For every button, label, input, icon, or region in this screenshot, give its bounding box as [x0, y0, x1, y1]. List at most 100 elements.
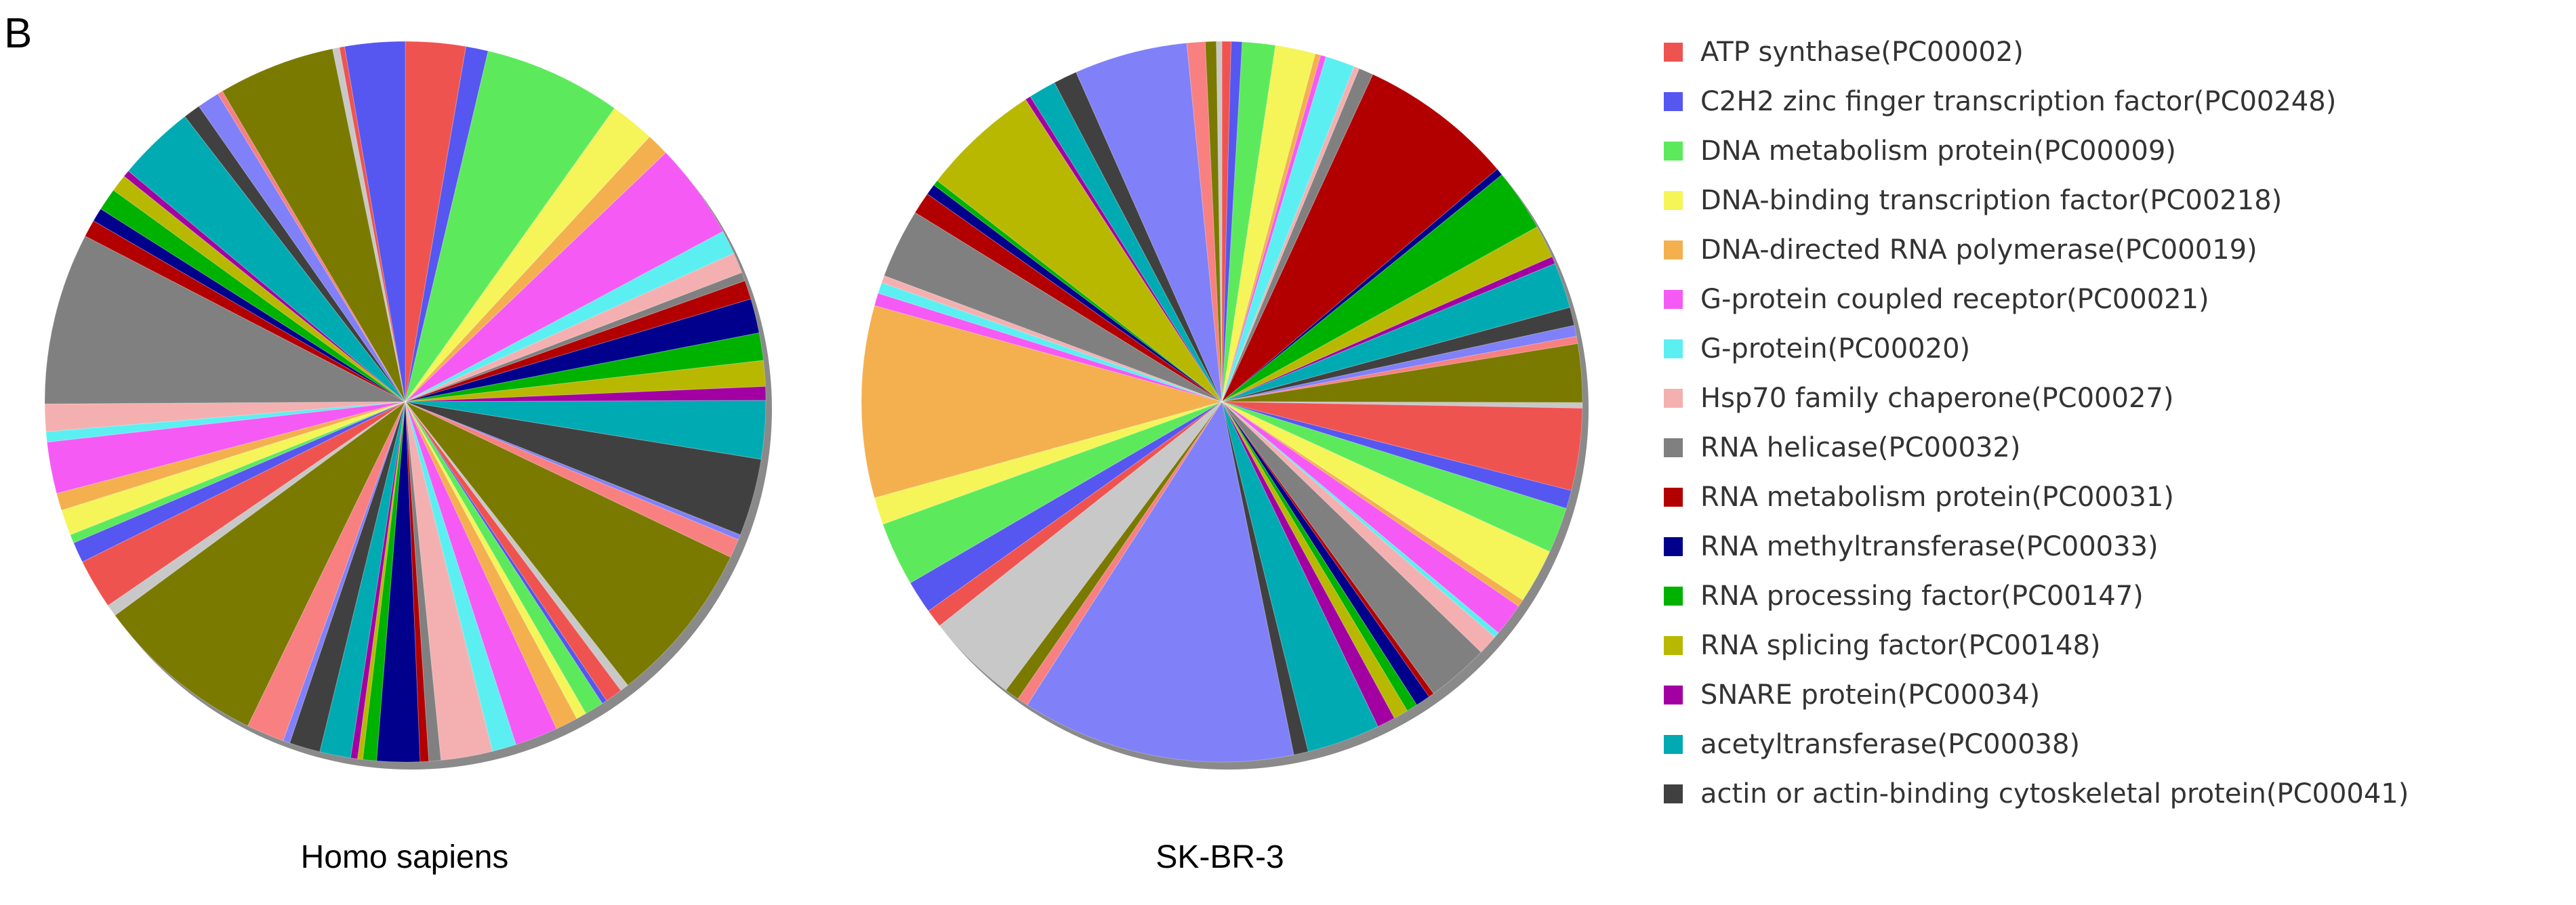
pie-slice	[283, 401, 406, 744]
legend-label: RNA splicing factor(PC00148)	[1700, 629, 2101, 661]
pie-slice	[113, 175, 406, 402]
pie-slice	[1221, 401, 1482, 694]
pie-slice	[1221, 401, 1519, 634]
pie-slice	[405, 360, 766, 402]
pie-slice	[1005, 401, 1223, 700]
pie-slice	[100, 189, 406, 402]
legend-swatch	[1664, 388, 1683, 408]
pie-slice	[405, 136, 667, 402]
pie-slice	[405, 230, 735, 402]
pie-slice	[198, 93, 406, 402]
pie-slice	[405, 401, 621, 702]
legend-item: RNA methyltransferase(PC00033)	[1664, 522, 2576, 571]
legend-label: RNA metabolism protein(PC00031)	[1700, 481, 2174, 513]
pie-slice	[184, 106, 406, 402]
legend-swatch	[1664, 438, 1683, 457]
pie-slice	[73, 401, 406, 563]
pie-slice	[350, 401, 406, 759]
pie-slice	[1221, 54, 1327, 402]
pie-slice	[405, 400, 766, 460]
pie-slice	[1221, 168, 1502, 402]
pie-slice	[1221, 343, 1583, 403]
pie-slice	[914, 193, 1223, 402]
legend-label: G-protein coupled receptor(PC00021)	[1700, 283, 2209, 315]
legend-swatch	[1664, 635, 1683, 655]
pie-slice	[1221, 41, 1276, 402]
legend: ATP synthase(PC00002) C2H2 zinc finger tr…	[1664, 27, 2576, 818]
legend-item: acetyltransferase(PC00038)	[1664, 719, 2576, 769]
pie-slice	[405, 401, 587, 719]
pie-slice	[1221, 41, 1243, 402]
pie-slice	[405, 401, 739, 558]
pie-slice	[1221, 401, 1583, 409]
pie-slice	[46, 401, 406, 494]
pie-slice	[1221, 53, 1322, 402]
pie-slice	[1221, 263, 1571, 402]
pie-slice	[405, 401, 741, 541]
legend-item: G-protein coupled receptor(PC00021)	[1664, 274, 2576, 324]
pie-slice	[1221, 68, 1374, 402]
pie-slice	[114, 401, 406, 727]
pie-slice	[1221, 401, 1572, 509]
legend-label: RNA helicase(PC00032)	[1700, 432, 2021, 463]
legend-item: actin or actin-binding cytoskeletal prot…	[1664, 769, 2576, 818]
pie-slice	[405, 401, 731, 686]
pie-slice	[44, 401, 406, 432]
legend-swatch	[1664, 536, 1683, 556]
legend-item: G-protein(PC00020)	[1664, 324, 2576, 373]
legend-label: actin or actin-binding cytoskeletal prot…	[1700, 778, 2409, 809]
pie-slice	[405, 152, 724, 402]
pie-slice	[1221, 401, 1395, 728]
pie-slice	[405, 298, 760, 402]
pie-slice	[878, 282, 1223, 402]
legend-swatch	[1664, 734, 1683, 754]
legend-swatch	[1664, 289, 1683, 309]
pie-slice	[107, 401, 406, 616]
pie-slice	[344, 41, 406, 402]
pie-slice	[127, 116, 406, 402]
pie-slice	[1216, 41, 1223, 402]
legend-swatch	[1664, 339, 1683, 358]
pie-title-homo-sapiens: Homo sapiens	[300, 839, 509, 875]
pie-slice	[405, 401, 607, 704]
pie-slice	[405, 272, 745, 402]
pie-slice	[1221, 56, 1355, 402]
legend-item: ATP synthase(PC00002)	[1664, 27, 2576, 77]
pie-slice	[405, 401, 442, 762]
pie-slice	[1221, 401, 1434, 698]
legend-item: SNARE protein(PC00034)	[1664, 670, 2576, 719]
pie-slice	[405, 50, 615, 402]
pie-slice	[362, 401, 406, 761]
pie-slice	[1221, 401, 1309, 755]
pie-slice	[1221, 45, 1316, 402]
pie-slice	[1204, 41, 1223, 402]
pie-slice	[1029, 82, 1223, 402]
pie-slice	[1221, 401, 1551, 601]
pie-slice	[339, 46, 406, 402]
pie-slice	[1221, 401, 1499, 638]
pie-slice	[882, 401, 1223, 584]
legend-swatch	[1664, 784, 1683, 803]
pie-slice	[1076, 42, 1223, 402]
pie-slice	[939, 401, 1223, 691]
pie-slice	[405, 280, 752, 402]
pie-slice	[123, 170, 406, 402]
pie-slice	[247, 401, 406, 742]
legend-item: Hsp70 family chaperone(PC00027)	[1664, 373, 2576, 423]
pie-slice	[356, 401, 406, 760]
legend-label: RNA processing factor(PC00147)	[1700, 580, 2144, 612]
pie-slice	[1025, 96, 1223, 402]
pie-slice	[1026, 400, 1294, 763]
pie-slice	[926, 184, 1223, 402]
legend-item: RNA metabolism protein(PC00031)	[1664, 472, 2576, 522]
legend-label: DNA-directed RNA polymerase(PC00019)	[1700, 234, 2257, 266]
pie-slice	[1221, 335, 1578, 402]
pie-slice	[1017, 401, 1223, 706]
panel-label: B	[4, 10, 33, 57]
legend-label: DNA-binding transcription factor(PC00218…	[1700, 184, 2283, 216]
pie-slice	[1054, 71, 1223, 402]
legend-label: ATP synthase(PC00002)	[1700, 36, 2024, 68]
pie-slice	[222, 48, 406, 402]
pie-chart-homo-sapiens	[44, 41, 772, 770]
pie-slice	[1221, 401, 1418, 712]
